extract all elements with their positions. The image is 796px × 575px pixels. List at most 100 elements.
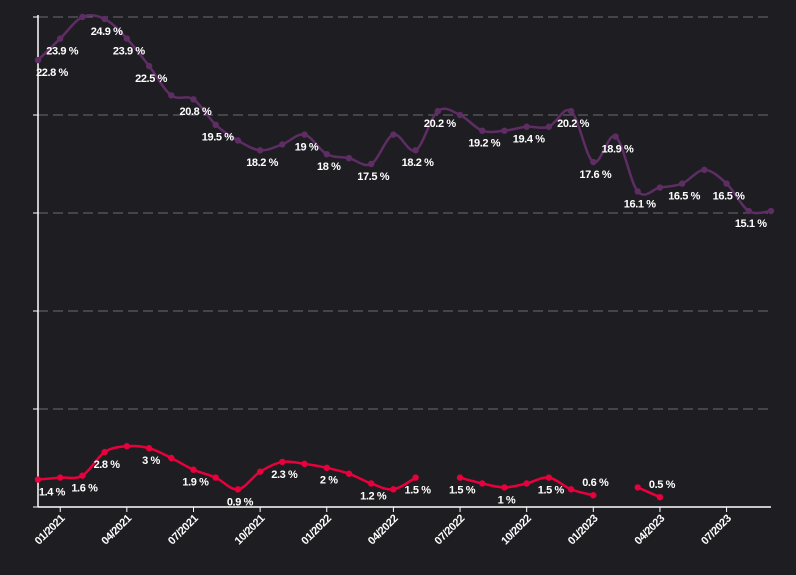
data-point bbox=[479, 480, 486, 487]
data-point bbox=[123, 35, 131, 42]
data-point bbox=[678, 180, 686, 187]
data-point bbox=[390, 131, 397, 138]
data-point bbox=[390, 486, 397, 493]
x-tick-label: 07/2023 bbox=[699, 512, 734, 547]
data-label: 2.8 % bbox=[94, 459, 121, 471]
data-point bbox=[301, 460, 308, 468]
data-label: 17.6 % bbox=[579, 169, 611, 181]
data-label: 24.9 % bbox=[91, 26, 123, 38]
data-label: 18.2 % bbox=[402, 157, 434, 169]
x-tick-label: 04/2023 bbox=[632, 512, 667, 547]
data-point bbox=[234, 137, 242, 144]
data-point bbox=[79, 472, 86, 479]
data-label: 22.8 % bbox=[36, 67, 68, 79]
x-tick-label: 01/2023 bbox=[566, 512, 601, 547]
data-point bbox=[634, 484, 641, 491]
data-point bbox=[545, 474, 553, 481]
data-point bbox=[412, 147, 419, 154]
data-point bbox=[545, 123, 553, 130]
data-label: 18.2 % bbox=[246, 157, 278, 169]
data-point bbox=[523, 123, 530, 130]
data-point bbox=[190, 96, 197, 103]
data-label: 1.5 % bbox=[449, 485, 476, 497]
data-point bbox=[745, 207, 752, 215]
data-label: 16.5 % bbox=[668, 191, 700, 203]
x-tick-label: 07/2022 bbox=[433, 512, 468, 547]
data-point bbox=[168, 454, 175, 462]
data-point bbox=[79, 13, 86, 21]
data-label: 16.1 % bbox=[624, 198, 656, 210]
x-tick-label: 10/2021 bbox=[233, 512, 268, 547]
data-label: 0.9 % bbox=[227, 496, 254, 508]
data-label: 1.9 % bbox=[182, 477, 209, 489]
data-point bbox=[767, 207, 775, 215]
data-label: 17.5 % bbox=[357, 171, 389, 183]
data-point bbox=[256, 468, 264, 475]
data-point bbox=[123, 443, 131, 450]
data-label: 1.5 % bbox=[405, 485, 432, 497]
data-point bbox=[523, 480, 530, 487]
x-tick-label: 04/2022 bbox=[366, 512, 401, 547]
data-label: 3 % bbox=[142, 455, 160, 467]
data-label: 18 % bbox=[317, 161, 341, 173]
data-point bbox=[323, 464, 330, 471]
data-point bbox=[567, 107, 575, 115]
data-label: 2.3 % bbox=[271, 469, 298, 481]
data-label: 19 % bbox=[295, 142, 319, 154]
data-label: 1.2 % bbox=[360, 490, 387, 502]
data-point bbox=[145, 445, 153, 452]
data-label: 20.2 % bbox=[557, 118, 589, 130]
data-label: 20.8 % bbox=[180, 106, 212, 118]
data-point bbox=[279, 458, 286, 466]
data-point bbox=[301, 131, 308, 138]
data-label: 23.9 % bbox=[46, 45, 78, 57]
data-point bbox=[434, 107, 442, 115]
data-point bbox=[501, 484, 508, 491]
data-point bbox=[57, 474, 64, 481]
data-point bbox=[501, 127, 508, 134]
data-point bbox=[701, 166, 708, 174]
data-label: 19.2 % bbox=[468, 138, 500, 150]
data-point bbox=[345, 470, 353, 477]
data-point bbox=[367, 480, 375, 487]
data-point bbox=[101, 448, 108, 456]
data-point bbox=[412, 474, 419, 481]
data-label: 1 % bbox=[498, 494, 516, 506]
data-point bbox=[656, 494, 664, 501]
data-point bbox=[57, 35, 64, 42]
data-label: 15.1 % bbox=[735, 218, 767, 230]
data-label: 19.5 % bbox=[202, 132, 234, 144]
data-point bbox=[567, 486, 575, 493]
data-point bbox=[479, 127, 486, 134]
data-point bbox=[34, 56, 42, 64]
data-point bbox=[34, 476, 42, 483]
data-point bbox=[279, 141, 286, 148]
data-point bbox=[256, 147, 264, 154]
x-tick-label: 01/2021 bbox=[33, 512, 68, 547]
data-point bbox=[212, 474, 219, 481]
data-point bbox=[345, 154, 353, 162]
data-point bbox=[323, 151, 330, 158]
data-label: 1.6 % bbox=[71, 483, 98, 495]
x-tick-label: 04/2021 bbox=[99, 512, 134, 547]
data-label: 18.9 % bbox=[602, 143, 634, 155]
data-point bbox=[456, 111, 464, 119]
data-point bbox=[367, 160, 375, 168]
data-point bbox=[612, 133, 619, 140]
data-label: 23.9 % bbox=[113, 45, 145, 57]
data-point bbox=[456, 474, 464, 481]
series-line bbox=[37, 13, 772, 215]
data-label: 0.5 % bbox=[649, 479, 676, 491]
data-point bbox=[101, 15, 108, 23]
x-tick-label: 01/2022 bbox=[299, 512, 334, 547]
data-point bbox=[168, 92, 175, 99]
data-point bbox=[634, 188, 641, 195]
data-point bbox=[656, 184, 664, 191]
data-point bbox=[590, 492, 597, 499]
data-point bbox=[212, 121, 219, 128]
data-label: 1.5 % bbox=[538, 485, 565, 497]
x-tick-label: 07/2021 bbox=[166, 512, 201, 547]
data-label: 22.5 % bbox=[135, 73, 167, 85]
data-label: 20.2 % bbox=[424, 118, 456, 130]
